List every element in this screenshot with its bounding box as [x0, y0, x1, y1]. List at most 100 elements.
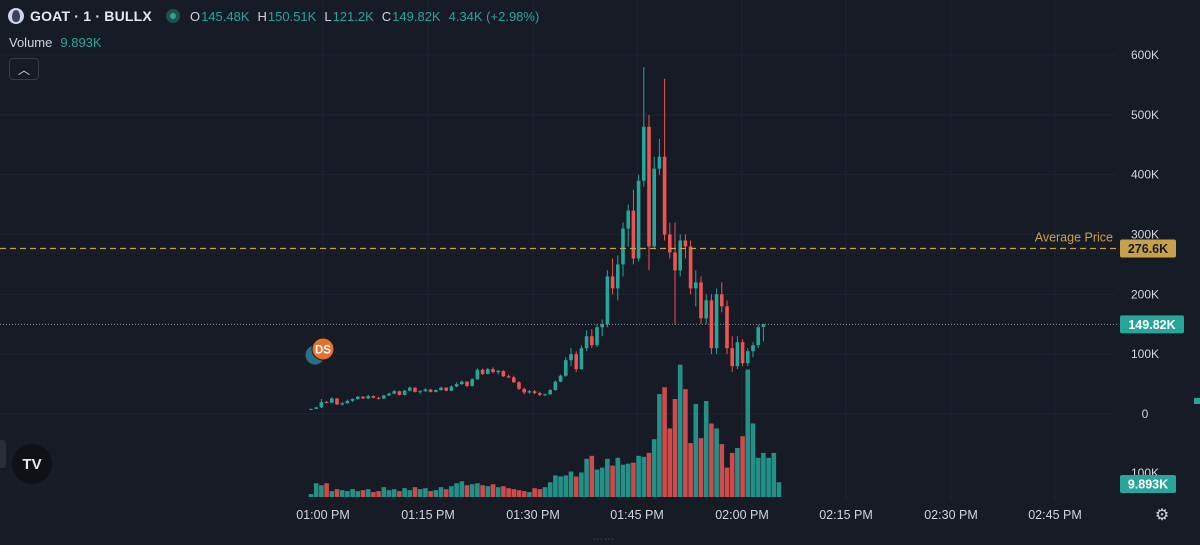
symbol-title[interactable]: GOAT · 1 · BULLX	[30, 8, 152, 24]
volume-bar	[391, 489, 397, 497]
left-panel-toggle[interactable]	[0, 440, 6, 468]
volume-label: Volume	[9, 35, 53, 50]
volume-bar	[615, 457, 621, 497]
volume-bar	[350, 489, 355, 497]
volume-bar	[599, 467, 605, 497]
candle-body	[714, 294, 719, 349]
high-label: H	[257, 8, 267, 24]
candle-body	[309, 408, 313, 410]
candle-body	[657, 156, 662, 169]
volume-bar	[516, 490, 522, 497]
candle-body	[439, 387, 443, 391]
volume-bar	[766, 457, 771, 497]
candle-body	[761, 324, 766, 327]
volume-bar	[407, 490, 413, 497]
token-avatar-icon	[8, 8, 24, 24]
volume-bar	[776, 482, 782, 497]
candle-body	[470, 379, 474, 386]
volume-bar	[443, 489, 449, 497]
candle-body	[330, 398, 334, 403]
trade-marker-label: DS	[315, 345, 331, 357]
x-tick-label: 02:00 PM	[715, 508, 769, 522]
resize-handle[interactable]: ⋯⋯	[593, 534, 615, 545]
open-value: 145.48K	[201, 8, 250, 24]
candle-body	[434, 390, 438, 392]
candle-body	[631, 210, 636, 259]
candle-body	[319, 402, 324, 408]
candle-body	[532, 391, 537, 394]
volume-bar	[662, 387, 667, 497]
candle-body	[402, 390, 407, 395]
volume-bar	[657, 394, 662, 497]
volume-bar	[521, 491, 527, 497]
volume-bar	[313, 483, 319, 497]
volume-bar	[480, 485, 485, 497]
volume-bar	[594, 469, 600, 497]
scroll-indicator[interactable]	[1194, 398, 1200, 404]
volume-bar	[464, 485, 470, 497]
candle-body	[610, 276, 615, 289]
price-lines: Average Price	[0, 231, 1118, 325]
volume-bar	[547, 482, 553, 497]
y-tick-label: 400K	[1131, 168, 1159, 182]
volume-bar	[579, 472, 584, 497]
x-tick-label: 01:00 PM	[296, 508, 350, 522]
volume-bar	[641, 456, 647, 497]
volume-bar	[631, 462, 636, 497]
volume-bar	[542, 487, 548, 497]
volume-bar	[589, 455, 595, 497]
candle-body	[366, 396, 370, 399]
volume-bar	[719, 444, 725, 497]
volume-bar	[568, 471, 574, 497]
collapse-legend-button[interactable]: ︿	[9, 58, 39, 80]
candle-body	[356, 396, 360, 400]
candle-body	[558, 375, 563, 382]
candle-body	[652, 168, 656, 247]
trade-marker[interactable]: DS	[304, 337, 335, 366]
candle-body	[392, 391, 396, 394]
volume-bar	[693, 403, 699, 497]
volume-bars	[308, 364, 782, 497]
candle-body	[501, 370, 506, 377]
candle-body	[704, 300, 708, 319]
volume-bar	[714, 428, 719, 497]
candle-body	[746, 351, 750, 364]
volume-bar	[365, 489, 371, 497]
candle-body	[569, 354, 573, 361]
volume-bar	[563, 475, 569, 497]
candle-body	[522, 388, 526, 393]
candle-body	[616, 264, 620, 289]
volume-bar	[397, 491, 402, 497]
volume-bar	[698, 438, 704, 497]
volume-bar	[537, 489, 543, 497]
volume-bar	[677, 364, 683, 497]
y-tick-label: 200K	[1131, 287, 1159, 301]
gear-icon[interactable]: ⚙	[1154, 507, 1170, 524]
volume-badge-box	[1120, 475, 1176, 493]
volume-bar	[672, 399, 678, 497]
x-tick-label: 01:15 PM	[401, 508, 455, 522]
y-tick-label: 500K	[1131, 108, 1159, 122]
candle-body	[444, 387, 448, 391]
candle-body	[423, 389, 428, 392]
candle-body	[376, 397, 381, 399]
candles	[309, 66, 766, 410]
market-status-icon[interactable]	[165, 9, 180, 23]
volume-bar	[319, 485, 324, 497]
volume-bar	[636, 455, 641, 497]
tradingview-logo-icon[interactable]: TV	[12, 444, 52, 484]
volume-bar	[625, 463, 631, 497]
candle-body	[496, 370, 500, 373]
candle-body	[418, 391, 422, 393]
volume-bar	[495, 487, 501, 497]
candle-body	[553, 381, 558, 391]
candle-body	[397, 391, 402, 395]
candle-body	[673, 252, 677, 271]
volume-bar	[469, 484, 475, 497]
volume-bar	[371, 492, 376, 497]
volume-bar	[334, 489, 340, 497]
x-tick-label: 02:30 PM	[924, 508, 978, 522]
volume-bar	[620, 464, 626, 497]
